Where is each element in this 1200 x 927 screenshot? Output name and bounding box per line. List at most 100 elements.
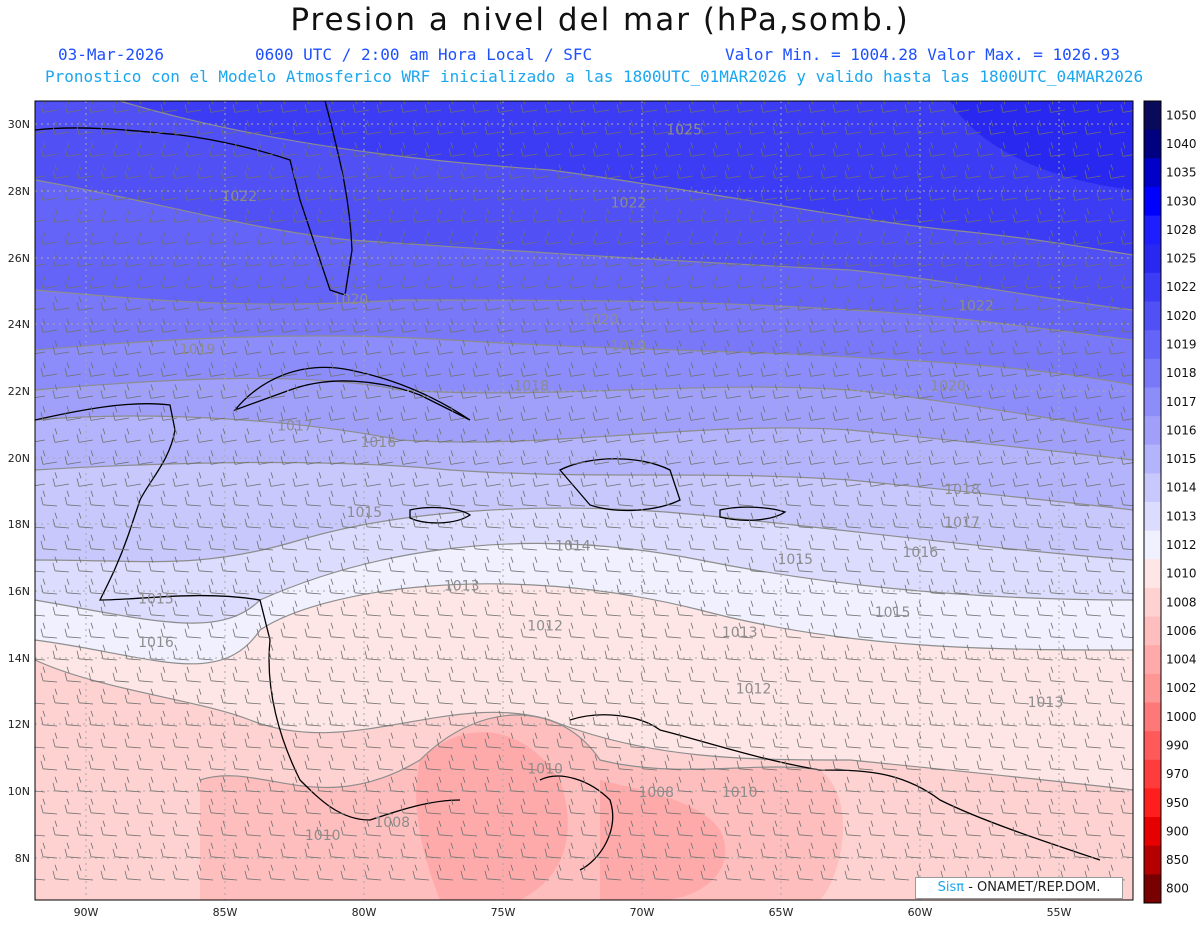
wind-barb [232, 186, 250, 201]
wind-barb [484, 164, 502, 179]
wind-barb [712, 362, 730, 377]
wind-barb [1036, 556, 1054, 573]
wind-barb [568, 450, 586, 465]
wind-barb [940, 472, 958, 487]
wind-barb [976, 362, 994, 377]
wind-barb [148, 120, 166, 135]
wind-barb [508, 120, 526, 135]
wind-barb [964, 120, 982, 135]
wind-barb [1060, 384, 1078, 399]
wind-barb [988, 472, 1006, 487]
wind-barb [892, 384, 910, 399]
wind-barb [844, 208, 862, 223]
wind-barb [268, 164, 286, 179]
wind-barb [40, 450, 58, 465]
wind-barb [640, 362, 658, 377]
wind-barb [976, 578, 994, 595]
wind-barb [628, 252, 646, 267]
wind-barb [388, 864, 406, 881]
wind-barb [472, 274, 490, 289]
wind-barb [292, 384, 310, 399]
wind-barb [976, 666, 994, 683]
wind-barb [532, 688, 550, 705]
wind-barb [544, 142, 562, 157]
wind-barb [532, 820, 550, 837]
wind-barb [40, 842, 58, 859]
wind-barb [592, 318, 610, 333]
wind-barb [1072, 490, 1090, 507]
wind-barb [856, 318, 874, 333]
wind-barb [232, 142, 250, 157]
wind-barb [592, 490, 610, 507]
wind-barb [520, 318, 538, 333]
wind-barb [580, 600, 598, 617]
wind-barb [628, 120, 646, 135]
wind-barb [172, 120, 190, 135]
wind-barb [760, 142, 778, 157]
wind-barb [1048, 318, 1066, 333]
wind-barb [400, 230, 418, 245]
wind-barb [520, 666, 538, 683]
lon-label: 75W [491, 906, 516, 919]
wind-barb [412, 820, 430, 837]
wind-barb [424, 842, 442, 859]
wind-barb [1084, 600, 1102, 617]
wind-barb [880, 186, 898, 201]
wind-barb [1048, 142, 1066, 157]
wind-barb [928, 450, 946, 465]
wind-barb [172, 384, 190, 399]
wind-barb [340, 820, 358, 837]
wind-barb [880, 842, 898, 859]
wind-barb [124, 556, 142, 573]
wind-barb [316, 776, 334, 793]
wind-barb [892, 644, 910, 661]
wind-barb [304, 230, 322, 245]
wind-barb [1096, 622, 1114, 639]
wind-barb [220, 644, 238, 661]
wind-barb [124, 472, 142, 487]
wind-barb [892, 472, 910, 487]
wind-barb [736, 622, 754, 639]
wind-barb [940, 296, 958, 311]
wind-barb [556, 732, 574, 749]
wind-barb [316, 600, 334, 617]
colorbar-label: 1017 [1166, 395, 1197, 409]
wind-barb [676, 600, 694, 617]
wind-barb [748, 208, 766, 223]
wind-barb [328, 534, 346, 551]
wind-barb [964, 340, 982, 355]
wind-barb [796, 208, 814, 223]
wind-barb [35, 702, 46, 705]
colorbar-swatch [1144, 301, 1161, 331]
wind-barb [1000, 362, 1018, 377]
wind-barb [1072, 710, 1090, 727]
wind-barb [916, 512, 934, 529]
wind-barb [892, 512, 910, 529]
wind-barb [208, 274, 226, 289]
wind-barb [508, 512, 526, 529]
wind-barb [64, 534, 82, 551]
wind-barb [112, 318, 130, 333]
wind-barb [916, 688, 934, 705]
wind-barb [700, 732, 718, 749]
wind-barb [280, 754, 298, 771]
wind-barb [832, 754, 850, 771]
lat-label: 28N [8, 185, 30, 198]
wind-barb [724, 252, 742, 267]
wind-barb [544, 318, 562, 333]
wind-barb [688, 798, 706, 815]
wind-barb [496, 578, 514, 595]
wind-barb [292, 164, 310, 179]
wind-barb [304, 666, 322, 683]
wind-barb [928, 798, 946, 815]
wind-barb [808, 318, 826, 333]
wind-barb [1060, 556, 1078, 573]
wind-barb [316, 208, 334, 223]
wind-barb [724, 732, 742, 749]
wind-barb [412, 556, 430, 573]
wind-barb [112, 578, 130, 595]
wind-barb [112, 230, 130, 245]
wind-barb [52, 208, 70, 223]
colorbar-swatch [1144, 673, 1161, 703]
wind-barb [244, 384, 262, 399]
